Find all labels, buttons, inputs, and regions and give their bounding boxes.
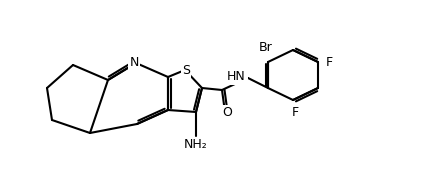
Text: Br: Br	[259, 41, 273, 54]
Text: O: O	[222, 107, 232, 120]
Text: N: N	[129, 55, 139, 68]
Text: HN: HN	[227, 70, 246, 83]
Text: F: F	[326, 55, 333, 68]
Text: NH₂: NH₂	[184, 138, 208, 151]
Text: F: F	[291, 106, 298, 119]
Text: S: S	[182, 63, 190, 76]
